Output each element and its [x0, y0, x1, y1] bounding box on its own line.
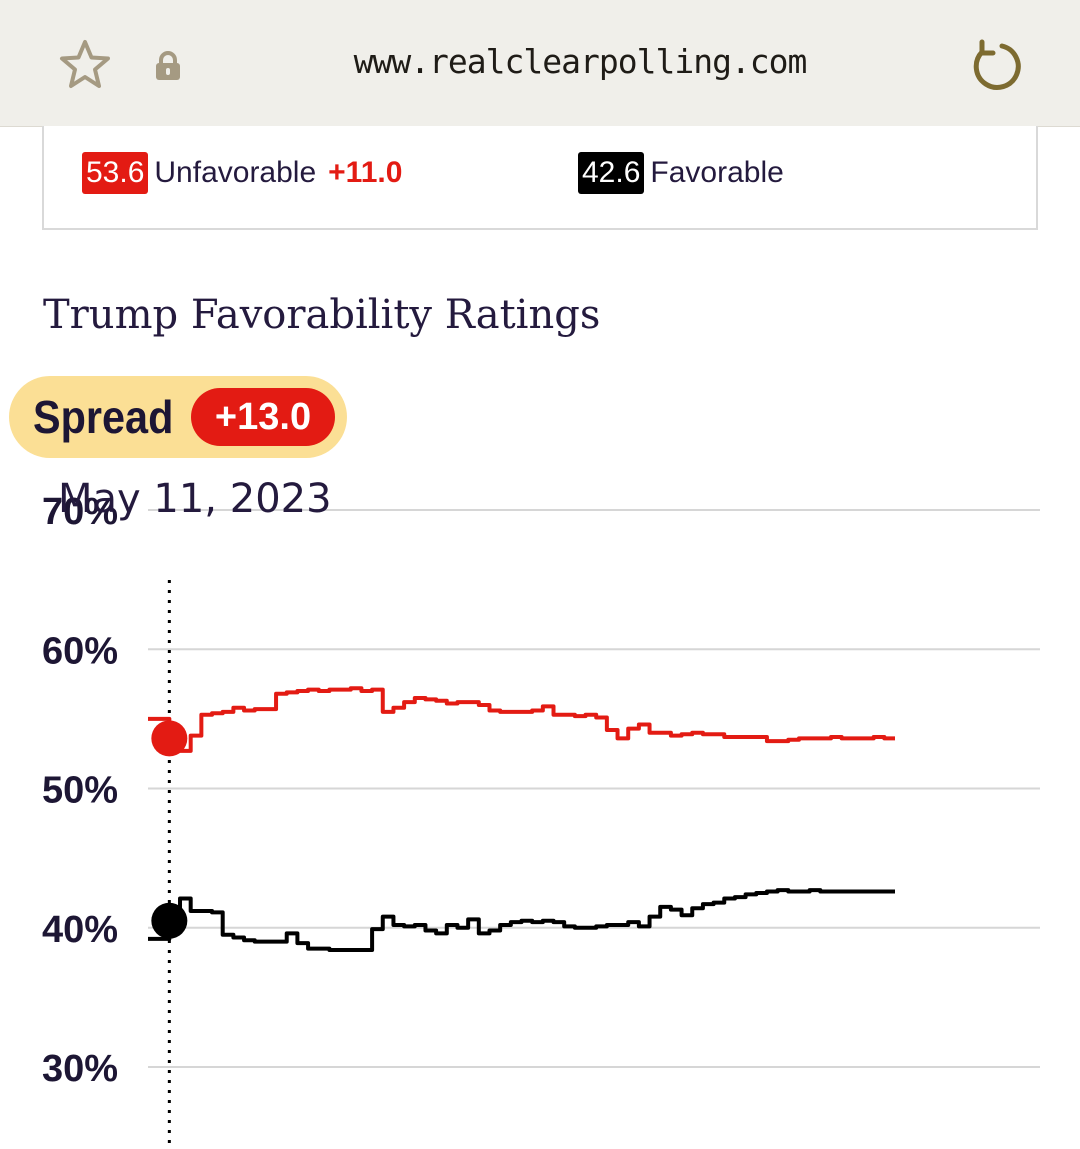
favorable-summary: 42.6 Favorable: [578, 152, 784, 194]
browser-address-bar: www.realclearpolling.com: [0, 0, 1080, 127]
y-tick-label: 40%: [42, 909, 118, 951]
unfavorable-value-badge: 53.6: [82, 152, 149, 194]
y-tick-label: 30%: [42, 1048, 118, 1090]
star-icon[interactable]: [58, 38, 112, 92]
lock-icon: [156, 51, 180, 80]
unfavorable-summary: 53.6 Unfavorable +11.0: [82, 152, 402, 194]
spread-value-badge: +13.0: [191, 388, 335, 446]
series-line-unfavorable: [148, 686, 895, 753]
favorable-value-badge: 42.6: [578, 152, 645, 194]
reload-icon[interactable]: [968, 38, 1024, 94]
hover-point-favorable: [151, 902, 188, 939]
y-tick-label: 50%: [42, 770, 118, 812]
hover-point-unfavorable: [151, 720, 188, 757]
spread-pill: Spread +13.0: [9, 376, 347, 458]
unfavorable-label: Unfavorable: [154, 156, 317, 189]
url-field[interactable]: www.realclearpolling.com: [353, 42, 808, 81]
unfavorable-spread: +11.0: [328, 156, 403, 189]
series-line-favorable: [148, 888, 895, 953]
y-tick-label: 60%: [42, 630, 118, 672]
favorable-label: Favorable: [650, 156, 784, 189]
y-tick-label: 70%: [42, 491, 118, 533]
hover-date-label: May 11, 2023: [58, 476, 332, 522]
spread-label: Spread: [33, 391, 174, 443]
poll-average-summary: 53.6 Unfavorable +11.0 42.6 Favorable: [42, 126, 1038, 230]
chart-title: Trump Favorability Ratings: [43, 292, 601, 338]
